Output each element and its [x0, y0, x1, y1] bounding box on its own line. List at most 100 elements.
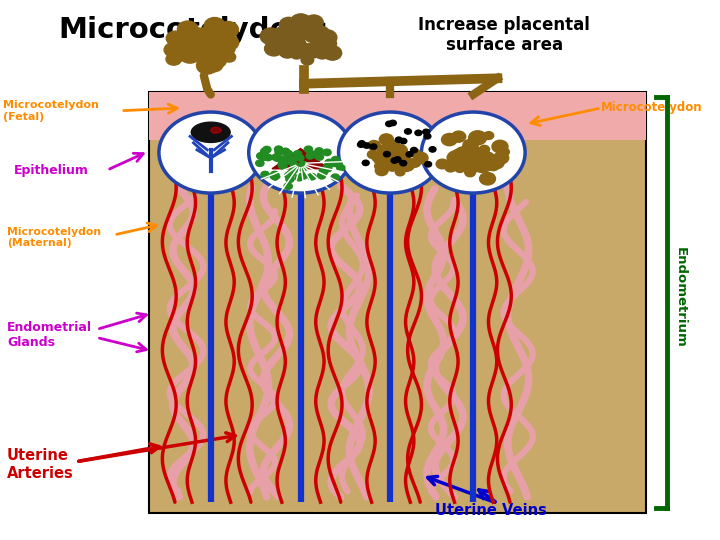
Circle shape [287, 38, 298, 46]
Circle shape [280, 23, 297, 37]
Circle shape [447, 151, 466, 165]
Circle shape [207, 38, 219, 48]
Circle shape [263, 146, 271, 153]
Polygon shape [272, 148, 329, 168]
Circle shape [325, 159, 333, 166]
Circle shape [337, 165, 345, 171]
Circle shape [370, 144, 377, 150]
Circle shape [315, 37, 325, 44]
Circle shape [359, 141, 365, 146]
Circle shape [282, 148, 289, 154]
Circle shape [450, 152, 465, 164]
Circle shape [421, 112, 525, 193]
Circle shape [389, 161, 398, 168]
Circle shape [298, 25, 307, 32]
Circle shape [279, 45, 296, 58]
Circle shape [318, 170, 327, 177]
Circle shape [259, 154, 268, 160]
Circle shape [311, 41, 320, 48]
Circle shape [289, 167, 298, 173]
Circle shape [206, 31, 222, 43]
Circle shape [394, 145, 408, 156]
Circle shape [492, 140, 508, 153]
Circle shape [315, 154, 323, 160]
Circle shape [196, 52, 209, 62]
Circle shape [291, 162, 299, 168]
Circle shape [462, 150, 477, 162]
Circle shape [213, 24, 226, 35]
Circle shape [395, 168, 405, 176]
Circle shape [311, 151, 319, 158]
Circle shape [303, 26, 320, 39]
Circle shape [284, 150, 292, 157]
Circle shape [367, 151, 378, 158]
Circle shape [330, 159, 338, 165]
Circle shape [400, 160, 407, 166]
Circle shape [210, 55, 226, 68]
Circle shape [208, 33, 225, 47]
Circle shape [208, 42, 228, 58]
Circle shape [305, 26, 321, 39]
Circle shape [469, 131, 487, 145]
Circle shape [315, 148, 323, 154]
Circle shape [164, 43, 182, 57]
Circle shape [451, 131, 466, 142]
Circle shape [305, 146, 312, 152]
Circle shape [362, 160, 369, 166]
Text: Epithelium: Epithelium [14, 164, 89, 177]
Circle shape [429, 147, 436, 152]
Circle shape [441, 133, 457, 146]
Circle shape [181, 30, 196, 42]
Circle shape [192, 47, 206, 59]
Circle shape [322, 38, 336, 50]
Circle shape [190, 28, 204, 38]
Circle shape [305, 15, 323, 30]
Circle shape [454, 147, 473, 161]
Circle shape [278, 161, 287, 167]
Text: Microcotelydon: Microcotelydon [601, 102, 703, 114]
Circle shape [374, 162, 384, 170]
Circle shape [390, 120, 396, 126]
Circle shape [323, 149, 331, 156]
Circle shape [387, 163, 397, 171]
Circle shape [320, 168, 328, 175]
Circle shape [331, 174, 339, 180]
Text: Uterine Veins: Uterine Veins [436, 503, 547, 518]
Circle shape [480, 172, 495, 185]
Circle shape [464, 146, 476, 155]
Circle shape [168, 44, 189, 61]
Circle shape [293, 38, 306, 48]
Circle shape [318, 172, 325, 179]
Circle shape [284, 183, 292, 190]
Circle shape [384, 152, 390, 157]
Circle shape [469, 149, 486, 161]
Circle shape [286, 176, 294, 183]
Circle shape [286, 29, 295, 37]
Circle shape [279, 17, 298, 31]
Circle shape [469, 159, 482, 169]
Circle shape [297, 44, 309, 53]
Circle shape [389, 145, 402, 156]
Circle shape [315, 40, 328, 50]
Circle shape [191, 50, 206, 62]
Circle shape [315, 46, 330, 59]
Circle shape [415, 130, 422, 136]
Text: Endometrial
Glands: Endometrial Glands [7, 321, 92, 349]
Circle shape [462, 161, 474, 170]
Circle shape [282, 37, 296, 48]
Circle shape [323, 46, 342, 60]
Circle shape [187, 49, 203, 61]
Circle shape [410, 147, 418, 153]
Circle shape [292, 43, 305, 53]
Circle shape [217, 41, 230, 51]
Circle shape [200, 30, 216, 43]
Circle shape [307, 24, 327, 39]
Circle shape [279, 163, 287, 169]
Circle shape [459, 156, 474, 167]
Text: Increase placental
surface area: Increase placental surface area [418, 16, 590, 55]
Circle shape [397, 158, 415, 172]
Circle shape [216, 41, 235, 56]
Circle shape [306, 33, 317, 42]
Circle shape [210, 39, 227, 52]
Circle shape [208, 48, 225, 61]
